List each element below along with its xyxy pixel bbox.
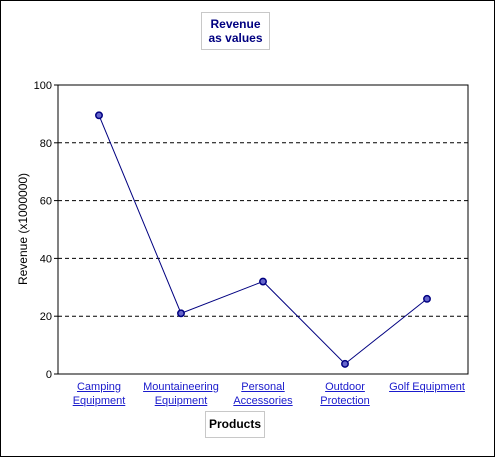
x-category-label-line: Protection <box>320 395 370 407</box>
x-category-label-line: Equipment <box>72 395 126 407</box>
x-category-label-line: Camping <box>76 381 122 393</box>
x-category-label-line: Personal <box>241 381 285 393</box>
data-point[interactable] <box>177 309 185 318</box>
data-point[interactable] <box>259 277 267 286</box>
y-axis-label: Revenue (x1000000) <box>16 172 30 286</box>
x-category-label[interactable]: Personal Accessories <box>215 380 311 408</box>
plot-area <box>57 84 469 375</box>
chart-title-line-1: Revenue <box>210 17 261 31</box>
x-category-label-line: Outdoor <box>325 381 365 393</box>
y-tick-label: 0 <box>46 369 52 381</box>
x-category-label[interactable]: Outdoor Protection <box>297 380 393 408</box>
x-category-label-line: Equipment <box>154 395 208 407</box>
data-point[interactable] <box>341 359 349 368</box>
y-tick-label: 100 <box>34 80 52 92</box>
chart-title: Revenue as values <box>201 12 270 50</box>
x-category-label-line: Mountaineering <box>143 381 219 393</box>
x-category-label[interactable]: Mountaineering Equipment <box>133 380 229 408</box>
x-category-label[interactable]: Golf Equipment <box>379 380 475 394</box>
x-category-label-line: Accessories <box>233 395 293 407</box>
y-tick-label: 20 <box>40 311 52 323</box>
data-point[interactable] <box>423 294 431 303</box>
y-tick-label: 40 <box>40 253 52 265</box>
chart-title-line-2: as values <box>208 31 263 45</box>
x-category-label[interactable]: Camping Equipment <box>51 380 147 408</box>
data-point[interactable] <box>95 111 103 120</box>
y-tick-label: 80 <box>40 138 52 150</box>
x-axis-label: Products <box>205 411 265 438</box>
y-tick-label: 60 <box>40 196 52 208</box>
x-category-label-line: Golf Equipment <box>389 381 465 393</box>
